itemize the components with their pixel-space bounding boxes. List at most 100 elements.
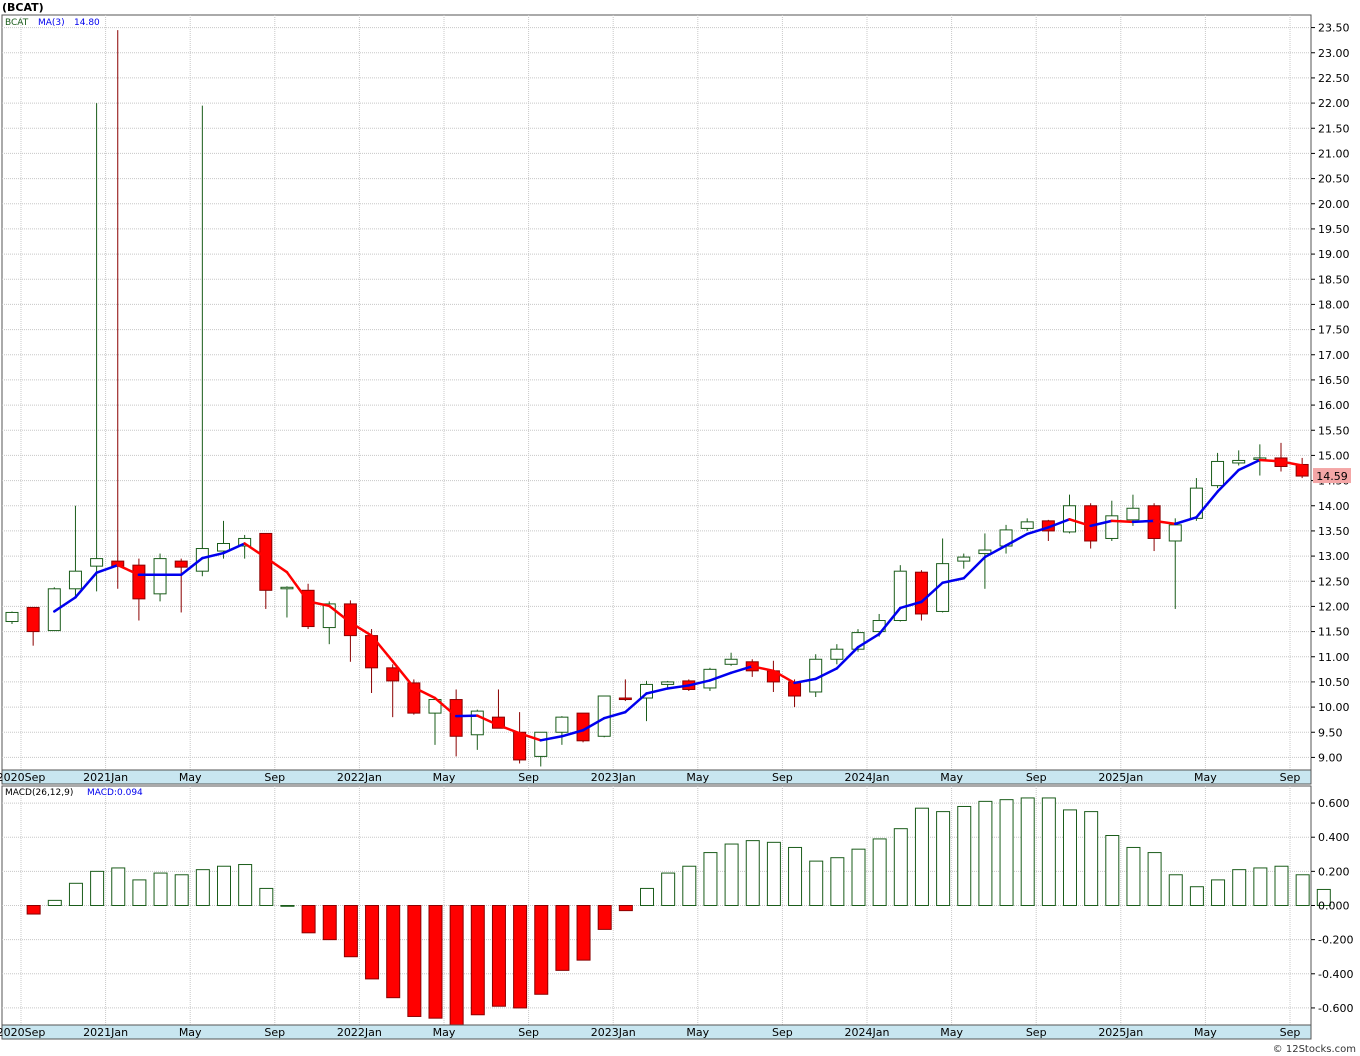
macd-bar [618, 905, 633, 912]
macd-bar [343, 905, 358, 958]
macd-bar [1084, 811, 1099, 906]
candle-body [555, 716, 569, 733]
ma-segment [1068, 518, 1092, 528]
price-tick-label: 17.50 [1318, 324, 1350, 337]
candle-body [343, 603, 357, 637]
candle [1020, 518, 1034, 531]
ma-segment [602, 710, 627, 720]
ma-segment [497, 723, 521, 735]
macd-bar [936, 811, 951, 906]
price-tick-label: 20.00 [1318, 198, 1350, 211]
candle [301, 583, 315, 630]
price-tick-label: 10.00 [1318, 701, 1350, 714]
price-tick-label: 20.50 [1318, 173, 1350, 186]
ma-segment [1174, 516, 1198, 526]
candle-body [26, 606, 40, 633]
ma-segment [751, 665, 775, 673]
macd-bar [195, 869, 210, 907]
macd-x-tick-label: Sep [1280, 1026, 1301, 1039]
candle [555, 716, 569, 745]
macd-x-tick-label: Sep [518, 1026, 539, 1039]
ma-segment [983, 544, 1008, 559]
macd-x-tick-label: 2020Sep [0, 1026, 45, 1039]
ma-segment [1258, 458, 1283, 463]
candle-body [407, 682, 421, 714]
price-tag: 14.59 [1313, 468, 1351, 484]
macd-tick-label: 0.600 [1318, 797, 1350, 810]
price-tick-label: 17.00 [1318, 349, 1350, 362]
ma-segment [1237, 458, 1262, 472]
candle-body [661, 681, 675, 685]
ma-segment [539, 735, 564, 742]
ma-segment [814, 667, 839, 681]
macd-legend-label: MACD(26,12,9) [5, 788, 73, 798]
ma-segment [243, 542, 268, 559]
price-tick-label: 11.00 [1318, 651, 1350, 664]
candle [978, 533, 992, 589]
macd-bar [365, 905, 380, 980]
macd-bar [703, 852, 718, 906]
candle-body [957, 556, 971, 562]
ma-segment [941, 576, 965, 585]
ma-segment [264, 556, 289, 574]
macd-bars [26, 797, 1331, 1026]
macd-x-tick-label: Sep [772, 1026, 793, 1039]
ma-segment [370, 634, 394, 663]
macd-x-tick-label: Sep [264, 1026, 285, 1039]
candle [195, 105, 209, 577]
candle [1189, 478, 1203, 521]
macd-bar [449, 905, 464, 1026]
ma-segment [1195, 490, 1219, 519]
chart-title: (BCAT) [2, 1, 44, 14]
macd-x-tick-label: Sep [1026, 1026, 1047, 1039]
macd-bar [1168, 874, 1183, 906]
macd-bar [407, 905, 422, 1017]
candle-body [386, 667, 400, 682]
ma-segment [581, 716, 606, 732]
ma-segment [687, 679, 712, 687]
price-tick-label: 13.50 [1318, 525, 1350, 538]
ma-segment [285, 570, 310, 603]
candle-body [1211, 460, 1225, 487]
candle [26, 606, 40, 646]
macd-bar [238, 864, 253, 906]
macd-bar [682, 865, 697, 907]
candle [343, 600, 357, 662]
macd-bar [534, 905, 549, 995]
macd-bar [1189, 886, 1204, 907]
macd-tick-label: 0.400 [1318, 831, 1350, 844]
macd-bar [1147, 852, 1162, 906]
macd-x-tick-label: May [686, 1026, 709, 1039]
macd-bar [872, 838, 887, 907]
candle [1211, 452, 1225, 489]
ma-segment [349, 621, 373, 637]
price-tick-label: 13.00 [1318, 550, 1350, 563]
candle [153, 553, 167, 602]
ma-segment [476, 714, 500, 727]
macd-x-axis-band [1, 1024, 1312, 1040]
macd-bar [47, 899, 62, 907]
price-x-tick-label: Sep [772, 771, 793, 784]
price-tick-label: 9.00 [1318, 751, 1343, 764]
macd-bar [576, 905, 591, 961]
macd-tick-label: -0.400 [1318, 968, 1353, 981]
candle-body [513, 731, 527, 761]
macd-bar [386, 905, 401, 999]
ma-segment [835, 645, 860, 670]
candle-body [978, 549, 992, 555]
macd-tick-label: 0.200 [1318, 865, 1350, 878]
macd-x-tick-label: 2025Jan [1098, 1026, 1143, 1039]
ma-segment [454, 714, 479, 718]
macd-bar [153, 872, 168, 906]
macd-x-tick-label: May [940, 1026, 963, 1039]
macd-x-tick-label: 2024Jan [845, 1026, 890, 1039]
ma-segment [201, 551, 225, 560]
macd-bar [217, 865, 231, 907]
macd-bar [893, 828, 908, 907]
ma-segment [391, 660, 416, 689]
ma-segment [1047, 518, 1071, 529]
candle [661, 680, 675, 688]
ma-segment [306, 600, 331, 608]
ma-segment [328, 604, 352, 624]
